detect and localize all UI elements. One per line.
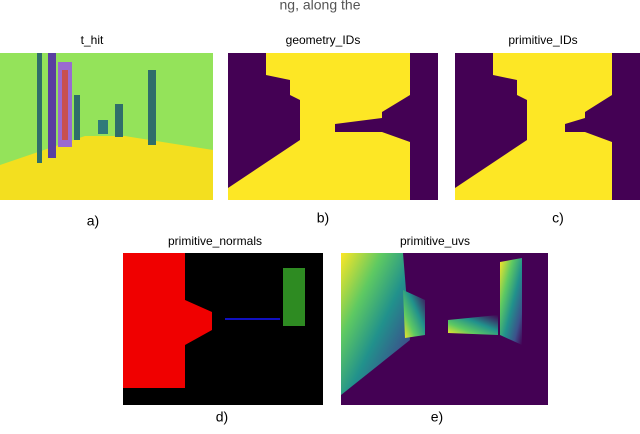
image-geometry-ids <box>228 53 438 200</box>
image-primitive-uvs <box>341 253 548 405</box>
panel-caption: e) <box>431 409 443 425</box>
panel-caption: d) <box>216 409 228 425</box>
panel-caption: b) <box>317 210 329 226</box>
cut-off-text: ng, along the <box>280 0 361 13</box>
image-primitive-normals <box>123 253 323 405</box>
panel-caption: c) <box>552 210 564 226</box>
panel-title: primitive_normals <box>168 234 262 248</box>
panel-title: geometry_IDs <box>286 33 361 47</box>
labels: t_hit a) geometry_IDs b) primitive_IDs c… <box>81 33 578 425</box>
image-t-hit <box>0 53 213 200</box>
panel-title: primitive_IDs <box>508 33 577 47</box>
image-primitive-ids <box>455 53 640 200</box>
panel-caption: a) <box>87 213 99 229</box>
panel-title: primitive_uvs <box>400 234 470 248</box>
panel-title: t_hit <box>81 33 104 47</box>
